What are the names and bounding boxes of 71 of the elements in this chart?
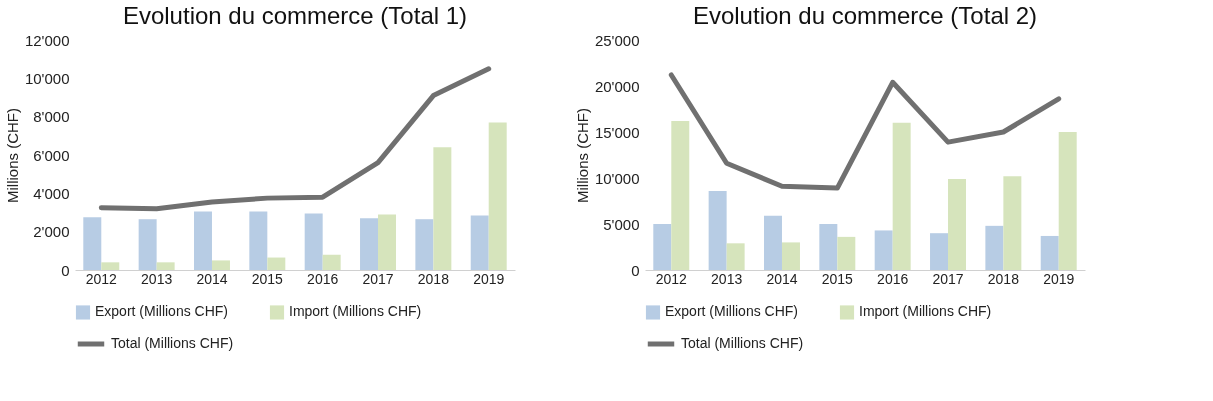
legend-label: Import (Millions CHF): [859, 303, 992, 320]
bar: [781, 242, 800, 270]
bar: [1040, 235, 1059, 270]
x-tick-label: 2017: [362, 270, 394, 287]
bar: [415, 219, 434, 270]
bar: [708, 190, 727, 270]
bar: [211, 260, 230, 270]
y-tick-label: 15'000: [594, 123, 640, 141]
bar: [930, 233, 949, 270]
x-tick-label: 2018: [417, 270, 450, 287]
bar: [1058, 132, 1077, 270]
x-tick-label: 2013: [141, 270, 173, 287]
y-tick-label: 0: [631, 261, 640, 279]
bar: [653, 224, 672, 270]
y-tick-label: 12'000: [24, 31, 70, 49]
bar: [433, 147, 452, 270]
bar: [874, 230, 893, 270]
x-tick-label: 2019: [473, 270, 505, 287]
x-tick-label: 2012: [85, 270, 118, 287]
bar: [138, 219, 157, 270]
x-tick-label: 2015: [821, 270, 854, 287]
bar: [671, 120, 690, 270]
bar: [267, 257, 286, 270]
bar: [156, 262, 175, 270]
chart-title: Evolution du commerce (Total 2): [692, 2, 1038, 29]
bar: [488, 122, 507, 270]
bar: [193, 211, 212, 270]
y-tick-label: 5'000: [603, 215, 640, 233]
bar: [249, 211, 268, 270]
x-tick-label: 2018: [987, 270, 1020, 287]
y-tick-label: 0: [61, 261, 70, 279]
bar: [83, 217, 102, 270]
y-tick-label: 25'000: [594, 31, 640, 49]
y-tick-label: 10'000: [24, 69, 70, 87]
bar: [378, 214, 397, 270]
y-axis-title: Millions (CHF): [573, 108, 591, 203]
y-tick-label: 6'000: [33, 146, 70, 164]
x-tick-label: 2014: [196, 270, 228, 287]
bar: [948, 178, 967, 270]
legend-label: Import (Millions CHF): [289, 303, 422, 320]
y-tick-label: 2'000: [33, 223, 70, 241]
bar: [1003, 176, 1022, 270]
legend-label: Export (Millions CHF): [665, 303, 799, 320]
y-tick-label: 8'000: [33, 108, 70, 126]
y-tick-label: 4'000: [33, 184, 70, 202]
bar: [819, 224, 838, 270]
legend-label: Export (Millions CHF): [95, 303, 229, 320]
bar: [304, 213, 323, 270]
bar: [101, 262, 120, 270]
bar: [985, 225, 1004, 270]
bar: [726, 243, 745, 270]
x-tick-label: 2015: [251, 270, 284, 287]
x-tick-label: 2017: [932, 270, 964, 287]
chart-title: Evolution du commerce (Total 1): [122, 2, 468, 29]
y-tick-label: 10'000: [594, 169, 640, 187]
x-tick-label: 2019: [1043, 270, 1075, 287]
legend-label: Total (Millions CHF): [681, 335, 804, 351]
bar: [322, 254, 341, 270]
bar: [892, 122, 911, 270]
bar: [837, 236, 856, 270]
x-tick-label: 2014: [766, 270, 798, 287]
x-tick-label: 2013: [711, 270, 743, 287]
x-tick-label: 2012: [655, 270, 688, 287]
y-tick-label: 20'000: [594, 77, 640, 95]
x-tick-label: 2016: [877, 270, 909, 287]
bar: [470, 215, 489, 270]
bar: [763, 215, 782, 270]
x-tick-label: 2016: [307, 270, 339, 287]
bar: [360, 218, 379, 270]
y-axis-title: Millions (CHF): [3, 108, 21, 203]
legend-label: Total (Millions CHF): [111, 335, 234, 351]
